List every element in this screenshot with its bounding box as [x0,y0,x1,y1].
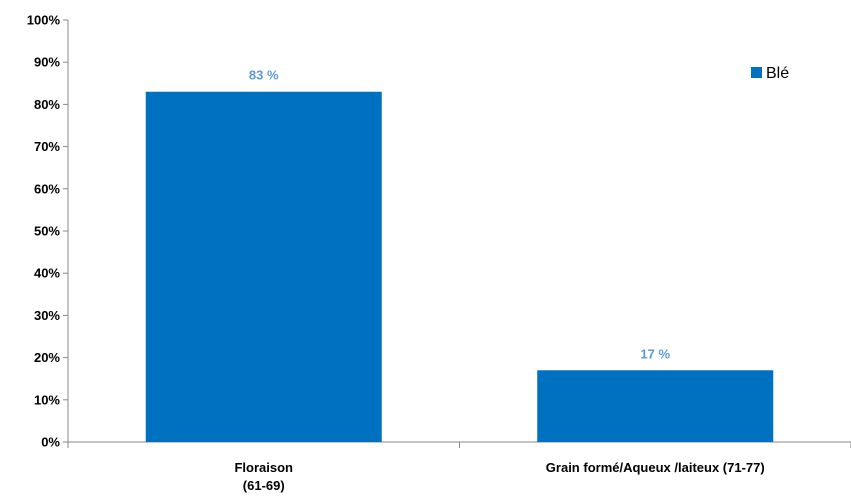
x-tick-label: (61-69) [243,478,285,493]
y-tick-label: 0% [41,435,60,450]
y-tick-label: 20% [34,350,60,365]
legend-swatch [751,67,762,78]
y-tick-label: 40% [34,266,60,281]
y-tick-label: 80% [34,97,60,112]
x-axis: Floraison (61-69) Grain formé/Aqueux /lait… [67,441,851,493]
y-tick-label: 100% [27,13,61,28]
y-tick-label: 90% [34,55,60,70]
legend: Blé [751,65,789,82]
x-tick-label: Grain formé/Aqueux /laiteux (71-77) [546,460,765,475]
bar [537,370,774,442]
y-axis: 0% 10% 20% 30% 40% 50% 60% 70% 80% 90% 100% [27,13,69,450]
data-labels: 83 % 17 % [249,68,671,362]
data-label: 17 % [640,346,670,361]
y-tick-label: 30% [34,308,60,323]
y-tick-label: 70% [34,139,60,154]
legend-label: Blé [766,65,789,82]
y-tick-label: 60% [34,181,60,196]
y-tick-label: 50% [34,224,60,239]
bars [145,91,774,443]
bar [145,91,382,443]
data-label: 83 % [249,68,279,83]
x-tick-label: Floraison [234,460,293,475]
y-tick-label: 10% [34,392,60,407]
